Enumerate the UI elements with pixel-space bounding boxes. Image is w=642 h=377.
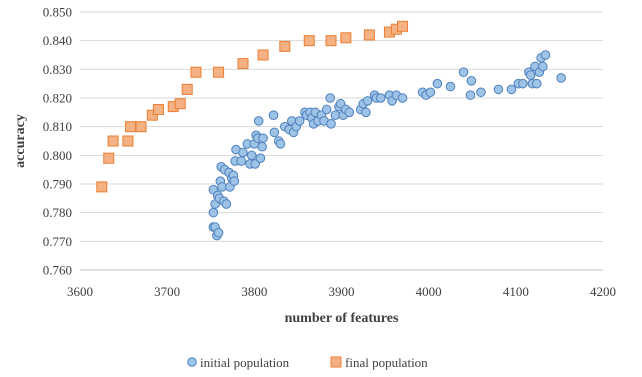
data-point-initial [257,141,267,152]
data-point-final [96,181,108,193]
x-tick-label: 4200 [590,284,616,299]
data-point-final [181,83,193,95]
data-point-initial [556,73,566,83]
data-point-final [103,152,115,164]
data-point-initial [275,139,286,149]
x-tick-label: 4100 [503,284,529,299]
data-point-final [397,20,409,32]
series-final-population [96,20,409,193]
data-point-initial [326,119,336,129]
data-point-initial [258,133,268,143]
data-point-initial [238,147,248,158]
series-initial-population [208,50,566,241]
data-point-initial [236,156,247,166]
data-point-final [174,98,186,110]
y-tick-label: 0.840 [43,33,72,48]
data-point-initial [397,93,408,103]
data-point-initial [217,182,227,192]
data-point-initial [294,116,305,126]
data-point-initial [493,84,504,95]
data-point-final [340,32,352,44]
data-point-initial [213,227,224,238]
data-point-initial [344,107,355,118]
y-tick-label: 0.820 [43,91,72,106]
data-point-initial [445,81,456,92]
y-tick-label: 0.850 [43,5,72,20]
data-point-initial [325,93,335,103]
y-axis-title: accuracy [13,114,28,168]
data-point-initial [506,84,517,95]
x-tick-label: 3900 [329,284,355,299]
data-point-final [107,135,119,147]
data-point-initial [432,78,443,89]
gridlines [80,11,603,242]
data-point-initial [540,50,551,60]
y-tick-label: 0.800 [43,148,72,163]
data-point-initial [268,110,279,120]
legend-marker-final-population [330,356,342,368]
legend-marker-initial-population [187,357,197,367]
data-point-initial [525,70,536,80]
x-axis-ticks: 3600 3700 3800 3900 4000 4100 4200 [67,284,616,299]
data-point-final [135,121,147,133]
data-point-final [257,49,269,61]
data-point-final [325,35,337,47]
data-point-initial [458,67,469,77]
data-point-final [303,35,315,47]
data-point-initial [208,207,219,218]
data-point-initial [255,153,266,163]
y-tick-label: 0.760 [43,263,72,278]
x-tick-label: 4000 [416,284,442,299]
data-point-initial [253,116,264,126]
data-point-final [363,29,375,41]
data-point-initial [425,87,436,98]
data-series [96,20,566,241]
data-point-initial [246,150,257,161]
data-point-final [279,40,291,52]
data-point-initial [229,176,240,186]
data-point-initial [321,104,332,115]
x-tick-label: 3700 [154,284,180,299]
data-point-initial [330,110,341,120]
data-point-initial [466,76,477,86]
y-tick-label: 0.790 [43,177,72,192]
data-point-final [190,66,202,78]
y-tick-label: 0.780 [43,205,72,220]
data-point-final [213,66,225,78]
x-axis-title: number of features [285,311,399,326]
data-point-final [146,109,158,121]
data-point-initial [476,87,486,98]
data-point-initial [465,90,476,100]
legend-label-final-population: final population [345,355,428,370]
y-tick-label: 0.830 [43,62,72,77]
data-point-final [122,135,134,147]
x-tick-label: 3800 [241,284,267,299]
legend-label-initial-population: initial population [200,355,290,370]
data-point-final [237,58,249,70]
data-point-final [125,121,137,133]
y-tick-label: 0.810 [43,119,72,134]
data-point-initial [362,96,373,106]
data-point-initial [221,199,232,209]
data-point-initial [361,107,371,118]
data-point-initial [375,93,386,103]
data-point-initial [518,78,528,89]
data-point-initial [538,61,548,72]
y-axis-ticks: 0.760 0.770 0.780 0.790 0.800 0.810 0.820 0.830… [43,5,72,278]
y-tick-label: 0.770 [43,234,72,249]
data-point-final [152,103,164,115]
legend: initial population final population [187,355,428,370]
data-point-initial [531,78,542,89]
data-point-initial [269,127,280,138]
x-tick-label: 3600 [67,284,93,299]
